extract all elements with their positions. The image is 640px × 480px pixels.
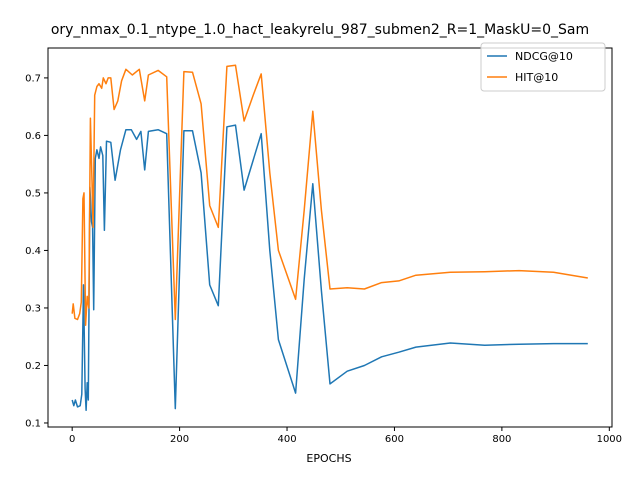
series-layer — [71, 64, 588, 412]
series-line-hit-10 — [71, 64, 588, 326]
y-tick-label: 0.6 — [25, 131, 41, 142]
x-axis: 0 200 400 600 800 1000 — [69, 427, 622, 445]
x-tick-label: 1000 — [597, 434, 622, 445]
x-tick-label: 400 — [277, 434, 296, 445]
y-axis: 0.1 0.2 0.3 0.4 0.5 0.6 0.7 — [25, 73, 48, 429]
y-tick-label: 0.2 — [25, 361, 41, 372]
x-tick-label: 0 — [69, 434, 75, 445]
x-tick-label: 200 — [170, 434, 189, 445]
y-tick-label: 0.5 — [25, 188, 41, 199]
x-tick-label: 600 — [385, 434, 404, 445]
y-tick-label: 0.1 — [25, 418, 41, 429]
chart-title: ory_nmax_0.1_ntype_1.0_hact_leakyrelu_98… — [51, 22, 589, 38]
y-tick-label: 0.3 — [25, 303, 41, 314]
legend-label-ndcg-10: NDCG@10 — [515, 50, 573, 63]
legend: NDCG@10 HIT@10 — [480, 42, 606, 92]
plot-area — [48, 48, 612, 427]
plot-frame — [47, 47, 613, 428]
legend-box — [480, 42, 606, 92]
y-tick-label: 0.7 — [25, 73, 41, 84]
x-tick-label: 800 — [492, 434, 511, 445]
series-line-ndcg-10 — [71, 124, 588, 412]
x-axis-label: EPOCHS — [306, 452, 351, 465]
legend-label-hit-10: HIT@10 — [515, 71, 558, 84]
y-tick-label: 0.4 — [25, 246, 41, 257]
